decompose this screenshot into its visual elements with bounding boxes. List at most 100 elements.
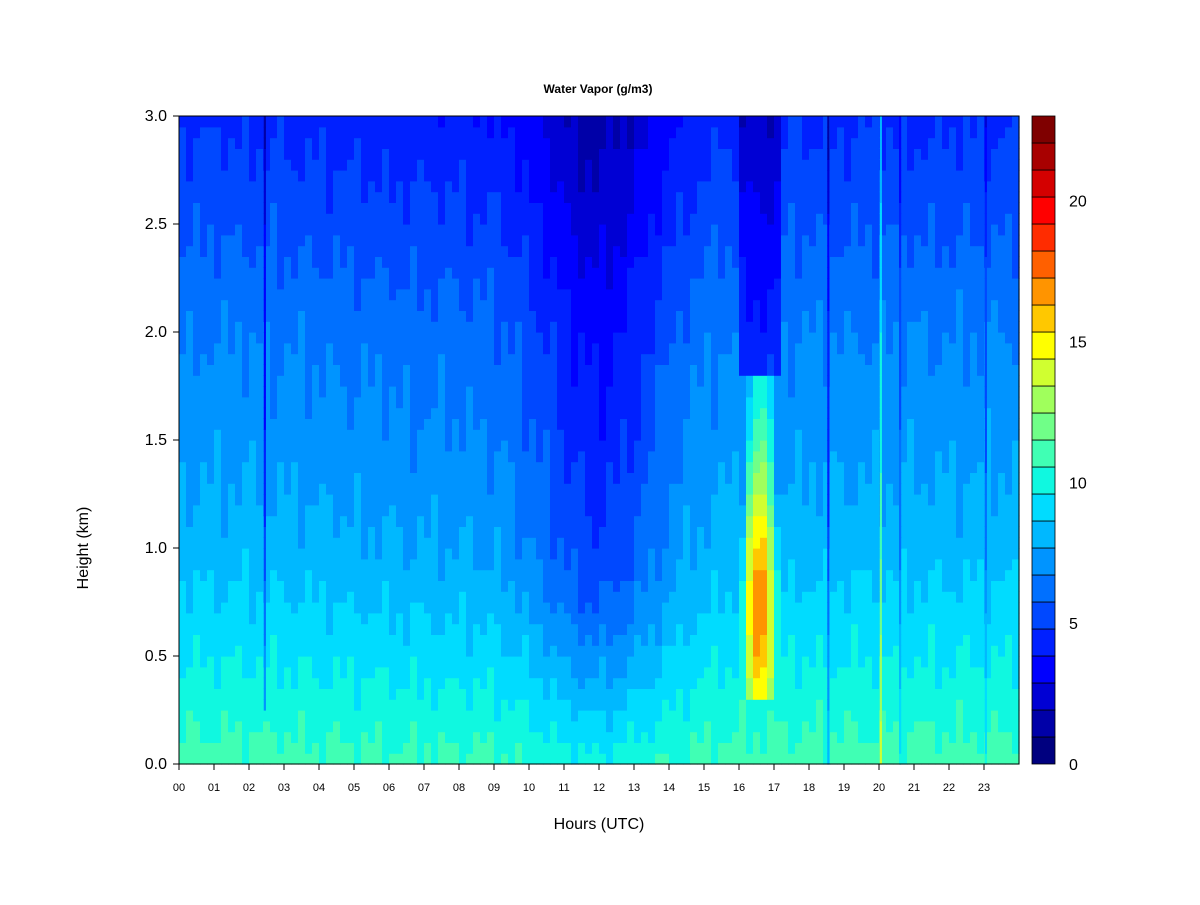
heatmap-cell <box>291 126 299 139</box>
heatmap-cell <box>746 461 754 473</box>
heatmap-cell <box>683 116 691 128</box>
heatmap-cell <box>403 656 411 668</box>
heatmap-cell <box>739 418 747 430</box>
heatmap-cell <box>228 634 236 646</box>
heatmap-cell <box>235 234 243 247</box>
heatmap-cell <box>711 753 719 765</box>
heatmap-cell <box>585 504 593 517</box>
heatmap-cell <box>333 753 341 765</box>
heatmap-cell <box>501 148 509 160</box>
heatmap-cell <box>263 170 271 182</box>
heatmap-cell <box>725 537 733 549</box>
heatmap-cell <box>655 396 663 409</box>
heatmap-cell <box>326 342 334 355</box>
heatmap-cell <box>417 731 425 743</box>
heatmap-cell <box>312 677 320 689</box>
heatmap-cell <box>571 213 579 225</box>
heatmap-cell <box>599 159 607 171</box>
heatmap-cell <box>438 602 446 614</box>
heatmap-cell <box>228 116 236 128</box>
heatmap-cell <box>263 191 271 203</box>
heatmap-cell <box>732 591 740 603</box>
heatmap-cell <box>620 731 628 743</box>
heatmap-cell <box>445 504 453 517</box>
heatmap-cell <box>697 731 705 743</box>
heatmap-cell <box>725 440 733 452</box>
heatmap-cell <box>690 148 698 160</box>
heatmap-cell <box>522 634 530 646</box>
heatmap-cell <box>536 332 544 344</box>
heatmap-cell <box>438 321 446 333</box>
heatmap-cell <box>263 699 271 711</box>
heatmap-cell <box>606 213 614 225</box>
heatmap-cell <box>641 548 649 560</box>
heatmap-cell <box>522 645 530 657</box>
heatmap-cell <box>326 602 334 614</box>
heatmap-cell <box>606 688 614 700</box>
heatmap-cell <box>529 440 537 452</box>
heatmap-cell <box>543 494 551 506</box>
heatmap-cell <box>284 321 292 333</box>
heatmap-cell <box>445 656 453 668</box>
heatmap-cell <box>732 126 740 139</box>
heatmap-cell <box>312 483 320 495</box>
heatmap-cell <box>585 299 593 311</box>
heatmap-cell <box>410 288 418 301</box>
heatmap-cell <box>179 537 187 549</box>
heatmap-cell <box>200 688 208 700</box>
heatmap-cell <box>655 440 663 452</box>
heatmap-cell <box>438 537 446 549</box>
heatmap-cell <box>634 375 642 387</box>
heatmap-cell <box>571 332 579 344</box>
heatmap-cell <box>578 558 586 571</box>
heatmap-cell <box>529 450 537 463</box>
heatmap-cell <box>452 256 460 268</box>
heatmap-cell <box>641 472 649 484</box>
heatmap-cell <box>613 720 621 733</box>
heatmap-cell <box>501 720 509 733</box>
heatmap-cell <box>389 126 397 139</box>
heatmap-cell <box>312 666 320 679</box>
heatmap-cell <box>270 234 278 247</box>
heatmap-cell <box>620 537 628 549</box>
heatmap-cell <box>487 645 495 657</box>
heatmap-cell <box>676 224 684 236</box>
heatmap-cell <box>669 569 677 581</box>
heatmap-cell <box>620 645 628 657</box>
heatmap-cell <box>557 537 565 549</box>
heatmap-cell <box>655 224 663 236</box>
heatmap-cell <box>319 418 327 430</box>
heatmap-cell <box>641 537 649 549</box>
heatmap-cell <box>732 202 740 214</box>
heatmap-cell <box>732 580 740 592</box>
heatmap-cell <box>382 116 390 128</box>
heatmap-cell <box>305 645 313 657</box>
heatmap-cell <box>739 342 747 355</box>
heatmap-cell <box>298 116 306 128</box>
heatmap-cell <box>515 332 523 344</box>
heatmap-cell <box>417 602 425 614</box>
heatmap-cell <box>340 656 348 668</box>
heatmap-cell <box>326 224 334 236</box>
heatmap-cell <box>249 504 257 517</box>
heatmap-cell <box>347 170 355 182</box>
heatmap-cell <box>452 742 460 754</box>
heatmap-cell <box>599 731 607 743</box>
heatmap-cell <box>193 569 201 581</box>
heatmap-cell <box>564 278 572 290</box>
heatmap-cell <box>641 440 649 452</box>
heatmap-cell <box>396 170 404 182</box>
heatmap-cell <box>319 720 327 733</box>
heatmap-cell <box>599 710 607 722</box>
heatmap-cell <box>410 321 418 333</box>
heatmap-cell <box>480 256 488 268</box>
heatmap-cell <box>424 256 432 268</box>
heatmap-cell <box>361 137 369 149</box>
heatmap-cell <box>662 699 670 711</box>
heatmap-cell <box>564 494 572 506</box>
heatmap-cell <box>396 623 404 635</box>
heatmap-cell <box>620 353 628 365</box>
heatmap-cell <box>739 666 747 679</box>
heatmap-cell <box>669 677 677 689</box>
heatmap-cell <box>592 645 600 657</box>
